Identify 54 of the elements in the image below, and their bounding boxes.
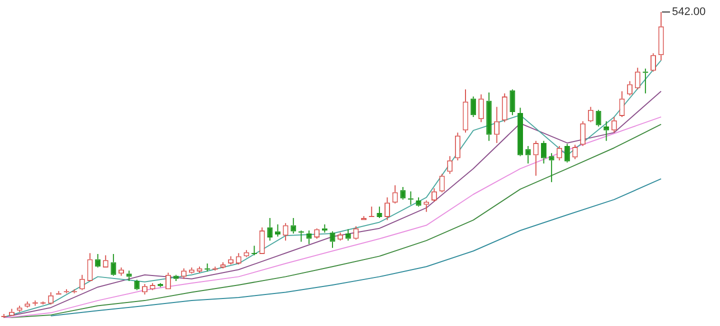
candlestick <box>8 308 14 316</box>
candlestick <box>126 270 132 282</box>
candlestick <box>431 188 437 202</box>
candlestick <box>494 106 500 144</box>
candlestick <box>392 184 398 204</box>
candlestick <box>564 143 570 164</box>
candlestick <box>525 146 531 164</box>
candlestick <box>470 96 476 118</box>
candlestick <box>454 132 460 161</box>
candlestick <box>259 226 265 254</box>
candlestick <box>188 267 194 274</box>
candlestick <box>345 228 351 242</box>
candlestick <box>518 107 524 157</box>
candlestick <box>611 116 617 134</box>
candlestick <box>290 217 296 234</box>
candlestick <box>424 200 430 212</box>
candlestick <box>24 300 30 308</box>
candlestick <box>384 196 390 221</box>
candlestick <box>79 274 85 291</box>
candlestick <box>533 140 539 176</box>
candlestick <box>110 254 116 276</box>
candlestick <box>282 222 288 242</box>
candlestick <box>548 152 554 183</box>
candlestick <box>368 206 374 218</box>
candlestick <box>634 67 640 90</box>
candlestick <box>540 140 546 164</box>
candlestick <box>252 245 258 256</box>
candlestick <box>619 90 625 118</box>
candlestick <box>165 272 171 290</box>
candlestick <box>267 217 273 242</box>
candlestick <box>173 274 179 282</box>
candlestick <box>510 88 516 116</box>
candlestick <box>244 250 250 258</box>
candlestick <box>330 230 336 248</box>
text: 542.00 <box>672 6 706 18</box>
candlestick <box>274 224 280 238</box>
candlestick <box>604 120 610 142</box>
candlestick <box>306 230 312 244</box>
candlestick <box>353 226 359 240</box>
candlestick <box>478 94 484 123</box>
candlestick <box>486 92 492 142</box>
candlestick <box>376 206 382 218</box>
candlestick <box>556 146 562 161</box>
candlestick <box>87 252 93 281</box>
candlestick <box>580 120 586 147</box>
candlestick <box>220 262 226 269</box>
candlestick <box>588 106 594 123</box>
candlestick <box>416 196 422 208</box>
candlestick <box>502 92 508 123</box>
candlestick <box>400 186 406 200</box>
candlestick <box>447 156 453 174</box>
candlestick <box>658 12 664 61</box>
candlestick <box>627 80 633 96</box>
candlestick <box>16 305 22 312</box>
